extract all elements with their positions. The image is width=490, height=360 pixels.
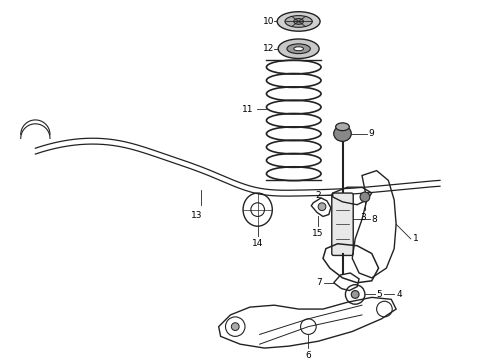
Text: 9: 9 bbox=[369, 129, 374, 138]
Text: 6: 6 bbox=[305, 351, 311, 360]
Text: 2: 2 bbox=[316, 190, 321, 199]
Ellipse shape bbox=[294, 47, 303, 51]
Circle shape bbox=[318, 203, 326, 211]
Text: 14: 14 bbox=[252, 239, 263, 248]
Text: 13: 13 bbox=[191, 211, 202, 220]
Text: 8: 8 bbox=[372, 215, 377, 224]
Text: 7: 7 bbox=[316, 278, 322, 287]
Text: 10: 10 bbox=[263, 17, 274, 26]
Ellipse shape bbox=[278, 39, 319, 59]
Text: 1: 1 bbox=[413, 234, 418, 243]
Text: 4: 4 bbox=[396, 290, 402, 299]
Ellipse shape bbox=[277, 12, 320, 31]
Text: 11: 11 bbox=[242, 105, 254, 114]
FancyBboxPatch shape bbox=[332, 193, 353, 256]
Ellipse shape bbox=[285, 15, 312, 27]
Circle shape bbox=[351, 291, 359, 298]
Text: 5: 5 bbox=[377, 290, 382, 299]
Ellipse shape bbox=[294, 18, 303, 24]
Text: 15: 15 bbox=[313, 229, 324, 238]
Ellipse shape bbox=[336, 123, 349, 131]
Circle shape bbox=[231, 323, 239, 330]
Circle shape bbox=[360, 192, 370, 202]
Text: 12: 12 bbox=[263, 44, 274, 53]
Text: 3: 3 bbox=[360, 212, 366, 221]
Ellipse shape bbox=[287, 44, 310, 54]
Ellipse shape bbox=[334, 126, 351, 141]
